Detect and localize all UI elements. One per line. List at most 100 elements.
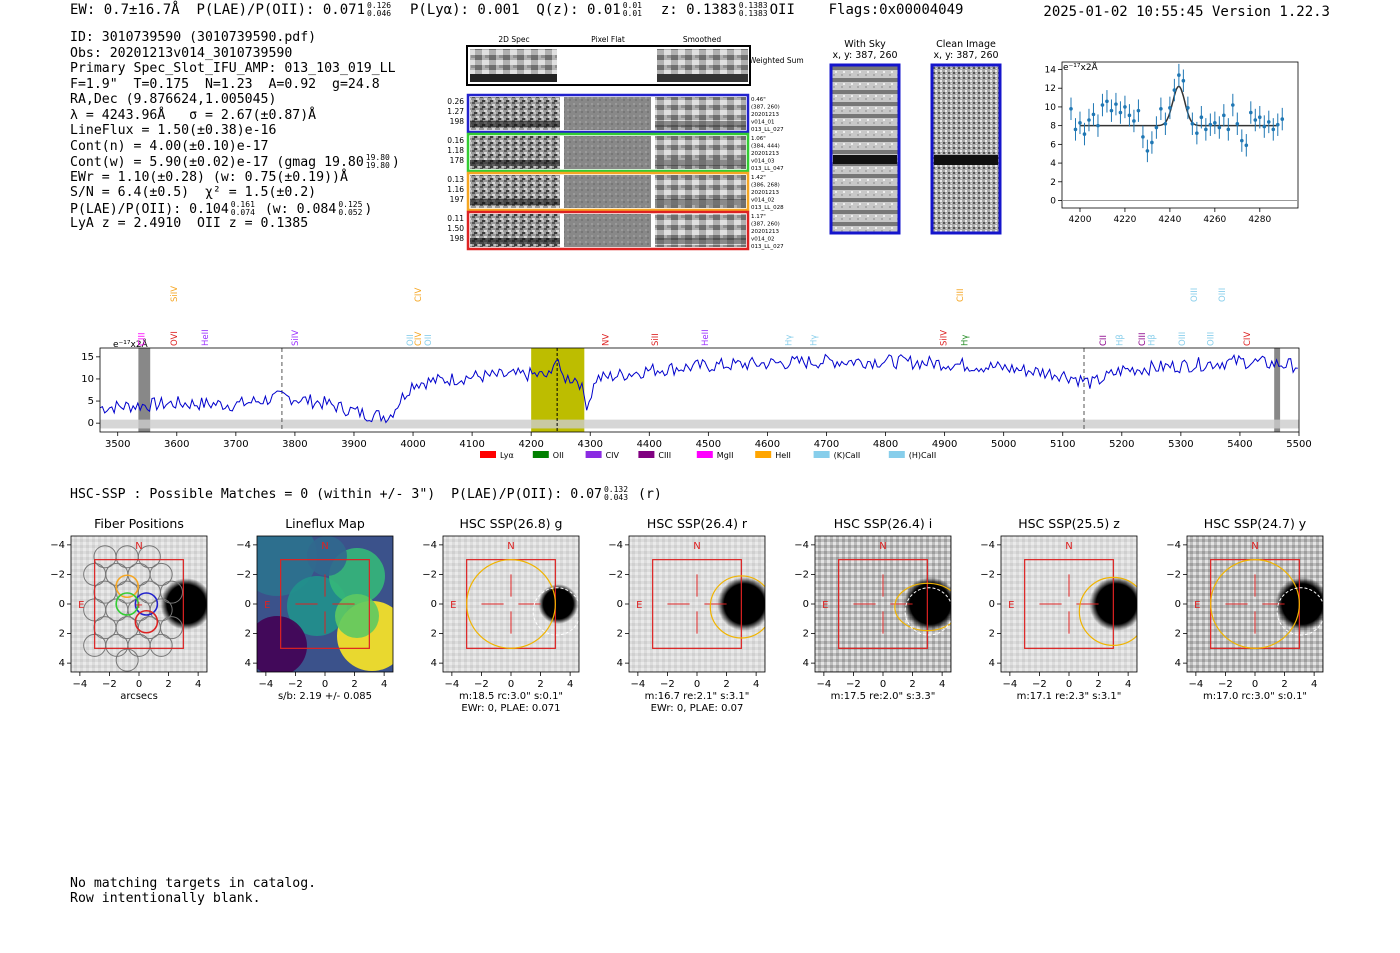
aperture-box: [280, 559, 370, 649]
panel-xtick-label: 4: [195, 679, 201, 690]
spec-xtick-label: 4800: [873, 439, 898, 450]
panel-ytick-label: −2: [980, 569, 995, 580]
panel-ytick-label: −2: [236, 569, 251, 580]
fit-data-point: [1226, 127, 1231, 132]
spec-legend-swatch: [585, 451, 602, 458]
clean-coords: x, y: 387, 260: [933, 50, 998, 61]
cutout-row-stat: 0.11: [447, 214, 464, 223]
panel-ytick-label: −4: [608, 540, 623, 551]
cutout-flat: [564, 97, 651, 130]
fit-data-point: [1249, 110, 1253, 115]
cutout-row-stat: 1.50: [447, 224, 464, 233]
panel-xtick-label: 0: [880, 679, 886, 690]
z-lo: 0.1383: [738, 9, 768, 18]
panel-ytick-label: −2: [794, 569, 809, 580]
info-lya: LyA z = 2.4910 OII z = 0.1385: [70, 216, 309, 231]
spec-line-label: CIV: [1243, 332, 1253, 346]
lineflux-blob: [307, 536, 347, 576]
cutout-row-meta: 013_LL_028: [751, 205, 784, 211]
panel-xtick-label: 2: [1281, 679, 1287, 690]
fiber-highlight: [134, 592, 159, 616]
fit-data-point: [1240, 138, 1244, 143]
plae-hi: 0.126: [367, 1, 392, 10]
info-radec: RA,Dec (9.876624,1.005045): [70, 92, 277, 107]
panel-ytick-label: 0: [1175, 599, 1181, 610]
panel-xtick-label: 2: [723, 679, 729, 690]
panel-xtick-label: −4: [1002, 679, 1017, 690]
bright-star: [160, 578, 207, 630]
panel-xtick-label: 0: [1066, 679, 1072, 690]
spec-legend-label: CIV: [606, 451, 620, 460]
fit-ytick-label: 8: [1050, 122, 1056, 132]
hsc-summary-band: (r): [638, 487, 662, 502]
panel-ytick-label: −4: [1166, 540, 1181, 551]
spec-line-label: SiIV: [170, 286, 180, 302]
cutout-flat: [564, 214, 651, 247]
contw-lo: 19.80: [365, 161, 390, 170]
panel-ytick-label: −2: [608, 569, 623, 580]
fit-data-point: [1105, 99, 1109, 104]
plae-lo: 0.046: [367, 9, 392, 18]
panel-ytick-label: 0: [803, 599, 809, 610]
panel-xtick-label: 4: [939, 679, 945, 690]
cutout-row-meta: v014_01: [751, 120, 775, 126]
compass-e: E: [822, 600, 828, 611]
fit-data-point: [1073, 127, 1078, 132]
cutout-grid: 2D Spec Pixel Flat Smoothed Weighted Sum…: [447, 35, 1002, 251]
spec-line-label: SiII: [651, 333, 661, 346]
panel-ytick-label: 2: [431, 629, 437, 640]
cutout-row-meta: (386, 268): [751, 183, 780, 189]
compass-n: N: [1065, 541, 1072, 552]
lineflux-blob: [335, 594, 379, 638]
fit-data-point: [1127, 113, 1132, 118]
fit-data-point: [1082, 132, 1087, 136]
image-panel: Fiber Positions + N E −4 4 −2 2 0 0 2 −2 4 −4 arcsecs: [50, 516, 208, 702]
aperture-box: [94, 559, 184, 649]
panel-xtick-label: −4: [1188, 679, 1203, 690]
fit-xtick-label: 4220: [1113, 215, 1136, 225]
spec-xtick-label: 3800: [282, 439, 307, 450]
panel-xtick-label: 0: [694, 679, 700, 690]
panel-title: Fiber Positions: [94, 516, 184, 531]
cutout-row-stat: 1.16: [447, 185, 464, 194]
cutout-row-stat: 0.16: [447, 136, 464, 145]
source-ellipse: [709, 575, 765, 639]
fit-ytick-label: 12: [1045, 84, 1056, 94]
panel-title: HSC SSP(24.7) y: [1204, 516, 1307, 531]
source-ellipse: [1210, 559, 1300, 649]
fiber-circle: [149, 562, 173, 586]
fit-data-point: [1244, 143, 1249, 148]
qz-bounds: 0.01 0.01: [623, 2, 642, 18]
fit-data-point: [1208, 122, 1213, 127]
compass-n: N: [507, 541, 514, 552]
spec-legend-swatch: [638, 451, 655, 458]
fit-ytick-label: 2: [1050, 178, 1056, 188]
cutout-2d-trace: [470, 121, 560, 127]
fit-data-point: [1109, 108, 1114, 113]
spec-line-label: Hγ: [809, 335, 819, 346]
spec-line-label: CIV: [414, 288, 424, 302]
cutout-row-meta: v014_03: [751, 159, 775, 165]
info-plae-lo: 0.074: [230, 207, 255, 217]
cutout-row-meta: (384, 444): [751, 144, 780, 150]
spec-legend-label: Lyα: [500, 451, 514, 460]
info-contw-row: Cont(w) = 5.90(±0.02)e-17 (gmag 19.80 19.…: [70, 153, 400, 171]
spec-line-label: OIII: [1206, 332, 1216, 346]
spec-xtick-label: 3500: [105, 439, 130, 450]
cutout-2d-trace: [470, 160, 560, 166]
detection-info: ID: 3010739590 (3010739590.pdf) Obs: 202…: [70, 30, 400, 232]
spec-legend-label: OII: [553, 451, 564, 460]
cutout-smooth-trace: [655, 121, 746, 127]
fit-data-point: [1159, 106, 1163, 111]
fit-data-point: [1190, 121, 1195, 126]
source-ellipse: [894, 582, 951, 632]
panel-caption-2: EWr: 0, PLAE: 0.071: [461, 703, 560, 714]
cutout-row-meta: 0.46": [751, 97, 766, 103]
info-plae-bounds: 0.161 0.074: [230, 200, 255, 217]
info-ewr: EWr = 1.10(±0.28) (w: 0.75(±0.19))Å: [70, 169, 348, 185]
fit-ytick-label: 4: [1050, 159, 1056, 169]
fit-xtick-label: 4200: [1069, 215, 1092, 225]
spec-legend-label: (K)CaII: [834, 451, 861, 460]
spec-line-label: CII: [1099, 335, 1109, 346]
